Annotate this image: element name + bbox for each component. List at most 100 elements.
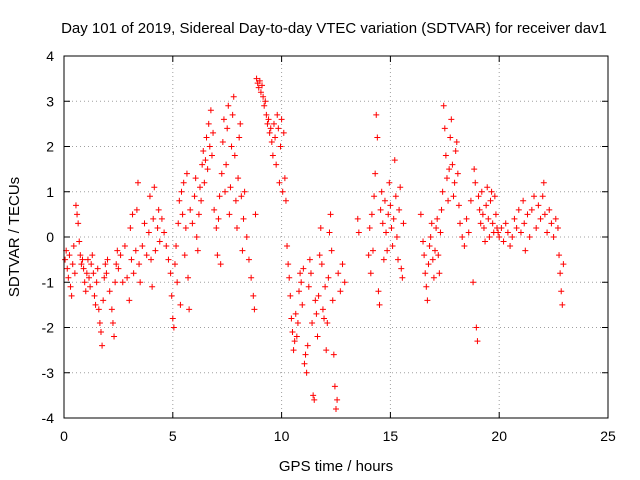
- data-point-plus: [93, 279, 100, 286]
- data-point-plus: [163, 243, 170, 250]
- data-point-plus: [260, 93, 267, 100]
- data-point-plus: [535, 202, 542, 209]
- data-point-plus: [521, 220, 528, 227]
- data-point-plus: [526, 234, 533, 240]
- data-point-plus: [236, 134, 243, 141]
- data-point-plus: [83, 270, 90, 277]
- data-point-plus: [304, 342, 311, 349]
- data-point-plus: [495, 229, 502, 236]
- data-point-plus: [218, 170, 225, 177]
- data-point-plus: [448, 116, 455, 123]
- data-point-plus: [111, 333, 118, 340]
- data-point-plus: [430, 274, 437, 281]
- data-point-plus: [420, 238, 427, 245]
- data-point-plus: [288, 315, 295, 322]
- data-point-plus: [183, 170, 190, 177]
- data-point-plus: [238, 193, 245, 200]
- data-point-plus: [207, 107, 214, 114]
- data-point-plus: [454, 170, 461, 177]
- data-point-plus: [522, 247, 529, 254]
- data-point-plus: [330, 351, 337, 358]
- data-point-plus: [95, 306, 102, 313]
- data-point-plus: [310, 392, 317, 399]
- data-point-plus: [76, 238, 83, 245]
- data-point-plus: [533, 224, 540, 231]
- data-point-plus: [328, 247, 335, 254]
- data-point-plus: [391, 157, 398, 164]
- data-point-plus: [375, 288, 382, 295]
- data-point-plus: [152, 247, 159, 254]
- data-point-plus: [389, 243, 396, 250]
- data-point-plus: [303, 369, 310, 376]
- data-point-plus: [245, 256, 252, 263]
- data-point-plus: [396, 206, 403, 213]
- data-point-plus: [193, 234, 200, 240]
- data-point-plus: [544, 229, 551, 236]
- data-point-plus: [276, 179, 283, 186]
- data-point-plus: [192, 175, 199, 182]
- data-point-plus: [540, 179, 547, 186]
- data-point-plus: [214, 252, 221, 259]
- data-point-plus: [99, 342, 106, 349]
- x-tick-label: 0: [60, 428, 68, 444]
- data-point-plus: [379, 220, 386, 227]
- data-point-plus: [384, 247, 391, 254]
- data-point-plus: [201, 179, 208, 186]
- data-point-plus: [252, 211, 259, 218]
- data-point-plus: [127, 224, 134, 231]
- data-point-plus: [452, 148, 459, 155]
- data-point-plus: [386, 179, 393, 186]
- data-point-plus: [298, 279, 305, 286]
- data-point-plus: [117, 252, 124, 259]
- data-point-plus: [301, 360, 308, 367]
- data-point-plus: [449, 161, 456, 168]
- data-point-plus: [443, 175, 450, 182]
- data-point-plus: [200, 148, 207, 155]
- data-point-plus: [91, 292, 98, 299]
- data-point-plus: [306, 256, 313, 263]
- data-point-plus: [491, 193, 498, 200]
- data-point-plus: [139, 243, 146, 250]
- data-point-plus: [264, 120, 271, 127]
- data-point-plus: [272, 134, 279, 141]
- data-points: [62, 75, 567, 412]
- data-point-plus: [459, 234, 466, 240]
- data-point-plus: [257, 89, 264, 96]
- data-point-plus: [265, 116, 272, 123]
- data-point-plus: [150, 215, 157, 222]
- data-point-plus: [231, 152, 238, 159]
- x-tick-label: 25: [600, 428, 616, 444]
- data-point-plus: [219, 138, 226, 145]
- data-point-plus: [89, 252, 96, 259]
- data-point-plus: [278, 116, 285, 123]
- data-point-plus: [232, 197, 239, 204]
- data-point-plus: [440, 102, 447, 109]
- data-point-plus: [240, 215, 247, 222]
- data-point-plus: [453, 138, 460, 145]
- data-point-plus: [205, 120, 212, 127]
- data-point-plus: [302, 351, 309, 358]
- data-point-plus: [213, 224, 220, 231]
- data-point-plus: [100, 297, 107, 304]
- data-point-plus: [154, 224, 161, 231]
- data-point-plus: [285, 261, 292, 268]
- data-point-plus: [189, 220, 196, 227]
- data-point-plus: [226, 211, 233, 218]
- data-point-plus: [259, 82, 266, 89]
- data-point-plus: [203, 134, 210, 141]
- data-point-plus: [520, 197, 527, 204]
- data-point-plus: [115, 265, 122, 272]
- data-point-plus: [78, 261, 85, 268]
- data-point-plus: [168, 292, 175, 299]
- data-point-plus: [202, 157, 209, 164]
- data-point-plus: [451, 179, 458, 186]
- data-point-plus: [341, 279, 348, 286]
- data-point-plus: [502, 220, 509, 227]
- data-point-plus: [86, 274, 93, 281]
- data-point-plus: [211, 206, 218, 213]
- data-point-plus: [390, 215, 397, 222]
- data-point-plus: [263, 111, 270, 118]
- data-point-plus: [187, 206, 194, 213]
- data-point-plus: [322, 283, 329, 290]
- data-point-plus: [129, 211, 136, 218]
